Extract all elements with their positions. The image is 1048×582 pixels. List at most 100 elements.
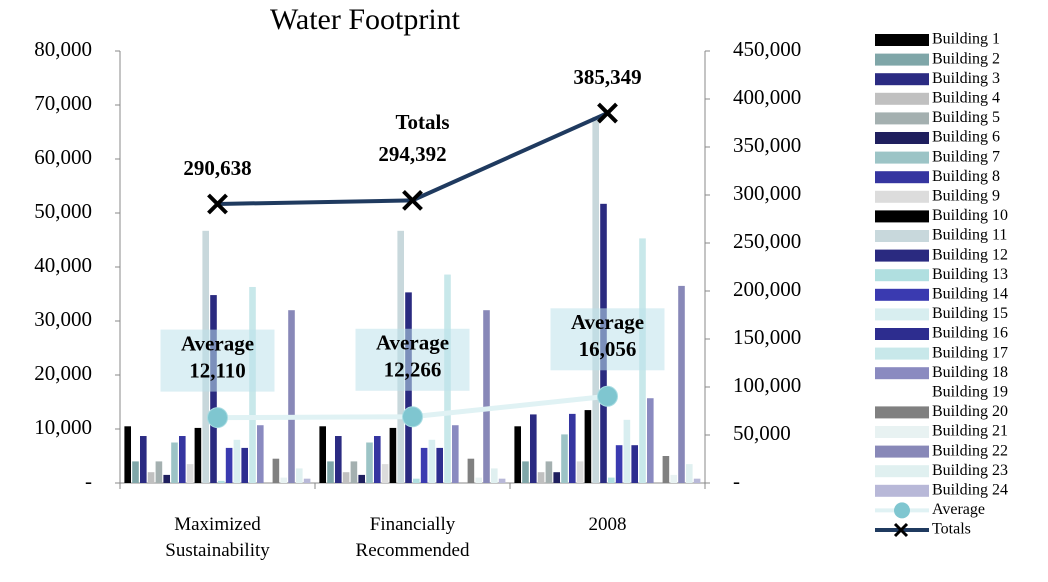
y2-tick-label: - [733, 469, 740, 493]
bar [342, 472, 350, 483]
legend-swatch [875, 132, 929, 144]
legend-swatch [875, 112, 929, 125]
legend-label: Building 5 [932, 109, 1000, 126]
y2-tick-label: 400,000 [733, 85, 801, 109]
legend-swatch [875, 406, 929, 419]
bar [561, 434, 568, 483]
bar [280, 477, 287, 483]
legend-swatch [875, 269, 929, 282]
y2-tick-label: 350,000 [733, 133, 801, 157]
bar [147, 472, 155, 483]
legend-label: Average [932, 501, 985, 518]
bar [179, 436, 186, 483]
y-tick-label: 20,000 [34, 361, 92, 385]
data-label-name: Average [376, 331, 449, 355]
legend-label: Building 2 [932, 50, 1000, 67]
legend-label: Building 9 [932, 187, 1000, 204]
y2-tick-label: 50,000 [733, 421, 791, 445]
legend-swatch [875, 426, 929, 438]
legend-swatch [875, 328, 929, 340]
bar [140, 436, 147, 483]
bar [171, 442, 178, 483]
bar [327, 461, 334, 483]
bar [124, 426, 131, 483]
legend-label: Totals [932, 521, 971, 538]
bar [452, 425, 459, 483]
legend-label: Building 7 [932, 148, 1000, 165]
legend-swatch [875, 249, 929, 262]
bar [296, 468, 303, 483]
legend-swatch [875, 190, 929, 203]
bar [241, 447, 248, 483]
bar [194, 427, 202, 483]
data-label: 385,349 [573, 65, 641, 89]
bar [530, 414, 537, 483]
legend-label: Building 15 [932, 305, 1008, 322]
bar [257, 425, 264, 483]
legend-swatch [875, 465, 929, 478]
y2-tick-label: 100,000 [733, 373, 801, 397]
bar [374, 436, 381, 483]
bar [381, 464, 389, 483]
y-tick-label: 50,000 [34, 199, 92, 223]
bar [428, 439, 436, 483]
bar [537, 472, 545, 483]
marker [402, 406, 423, 428]
y-tick-label: 80,000 [34, 37, 92, 61]
bar [553, 472, 560, 483]
bar [436, 447, 443, 483]
bar [225, 447, 233, 483]
legend-label: Building 19 [932, 383, 1008, 400]
bar [615, 445, 623, 483]
data-label: 294,392 [378, 142, 446, 166]
bar [670, 474, 677, 483]
legend-swatch [875, 34, 929, 46]
data-label: 12,110 [189, 358, 246, 382]
bar [693, 478, 701, 483]
bar [592, 116, 599, 483]
chart-title: Water Footprint [270, 3, 461, 36]
marker [402, 189, 423, 211]
bar [483, 310, 490, 483]
marker [597, 102, 618, 124]
y-tick-label: 10,000 [34, 415, 92, 439]
bar [545, 461, 553, 483]
bar [576, 461, 584, 483]
legend-label: Building 13 [932, 266, 1008, 283]
bar [522, 461, 529, 483]
legend-swatch [875, 445, 929, 458]
bar [335, 436, 342, 483]
legend-swatch [875, 347, 929, 360]
bar [186, 464, 194, 483]
legend-label: Building 12 [932, 246, 1008, 263]
bar [132, 461, 139, 483]
y2-tick-label: 200,000 [733, 277, 801, 301]
marker [597, 385, 618, 407]
bar [218, 480, 225, 483]
legend-swatch [875, 386, 929, 399]
legend-swatch [875, 308, 929, 321]
bar [233, 439, 241, 483]
bar [366, 442, 373, 483]
x-tick-label: 2008 [588, 514, 627, 535]
bar [584, 410, 592, 483]
legend-label: Building 24 [932, 481, 1008, 498]
legend-marker [894, 502, 910, 519]
bar [608, 477, 615, 483]
marker [207, 407, 228, 429]
bar [514, 426, 521, 483]
bar [319, 426, 326, 483]
bar [350, 461, 358, 483]
legend-label: Building 17 [932, 344, 1008, 361]
legend-label: Building 22 [932, 442, 1008, 459]
legend-label: Building 14 [932, 285, 1008, 302]
bar [678, 285, 685, 483]
bar [163, 474, 170, 483]
y-tick-label: 70,000 [34, 91, 92, 115]
legend-label: Building 6 [932, 129, 1000, 146]
bar [303, 478, 311, 483]
y-tick-label: 40,000 [34, 253, 92, 277]
legend-label: Building 4 [932, 89, 1000, 106]
legend-label: Building 21 [932, 423, 1008, 440]
bar [420, 447, 428, 483]
